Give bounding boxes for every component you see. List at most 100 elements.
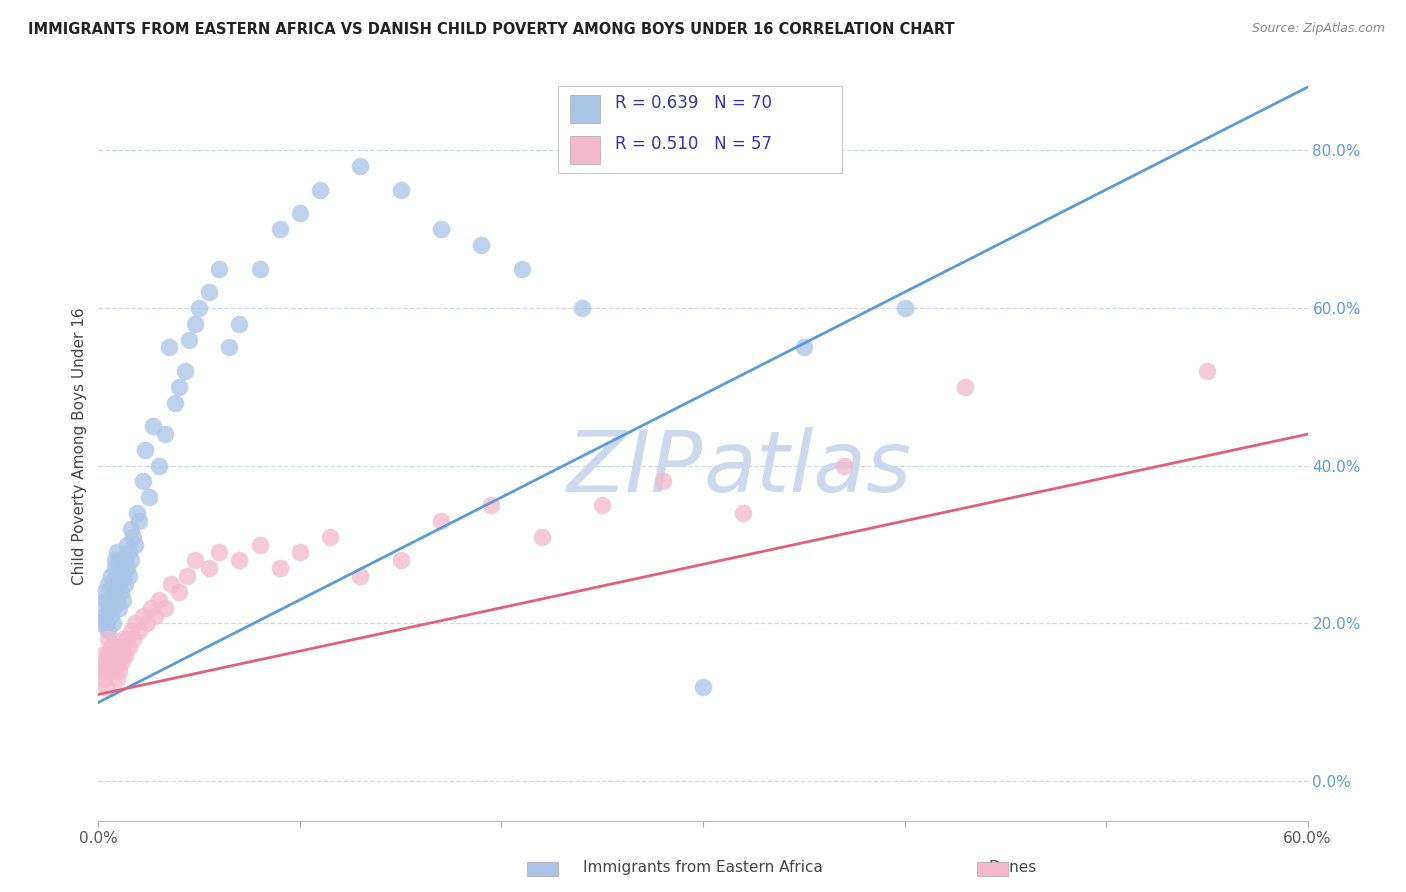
Point [953, 380, 976, 394]
Point [111, 592, 134, 607]
Point [100, 640, 122, 654]
Point [115, 632, 138, 647]
Point [288, 545, 311, 559]
Point [163, 395, 186, 409]
Point [120, 624, 142, 639]
Point [107, 600, 129, 615]
Point [138, 490, 160, 504]
Point [134, 442, 156, 457]
Point [188, 301, 211, 315]
Point [157, 340, 180, 354]
Point [430, 514, 453, 528]
Point [118, 545, 141, 559]
Point [651, 475, 673, 489]
Point [198, 561, 221, 575]
Point [132, 475, 155, 489]
Text: R = 0.510   N = 57: R = 0.510 N = 57 [614, 135, 772, 153]
Point [114, 648, 136, 662]
Point [118, 640, 141, 654]
Point [97, 577, 120, 591]
Text: Immigrants from Eastern Africa: Immigrants from Eastern Africa [583, 860, 823, 874]
Point [143, 608, 166, 623]
Point [148, 458, 170, 473]
Point [107, 577, 129, 591]
Point [91, 600, 114, 615]
Point [591, 498, 613, 512]
Text: R = 0.639   N = 70: R = 0.639 N = 70 [614, 94, 772, 112]
Point [101, 664, 124, 678]
Point [733, 506, 755, 520]
Point [101, 577, 124, 591]
Point [269, 222, 291, 236]
Point [114, 553, 136, 567]
Point [319, 530, 342, 544]
Point [93, 585, 115, 599]
Point [103, 585, 125, 599]
Point [124, 616, 146, 631]
Point [96, 664, 118, 678]
Point [111, 648, 134, 662]
Point [430, 222, 453, 236]
Point [198, 285, 221, 300]
Point [111, 632, 134, 647]
Point [110, 656, 132, 670]
Point [571, 301, 593, 315]
Point [793, 340, 815, 354]
Text: atlas: atlas [703, 427, 911, 510]
Text: ZIP: ZIP [567, 427, 703, 510]
Point [107, 664, 129, 678]
Point [115, 538, 138, 552]
Point [89, 616, 111, 631]
Point [107, 648, 129, 662]
Point [176, 569, 198, 583]
Point [103, 561, 125, 575]
Point [110, 640, 132, 654]
Point [111, 569, 134, 583]
Point [153, 600, 176, 615]
Point [249, 538, 271, 552]
Point [101, 648, 124, 662]
Point [91, 648, 114, 662]
Point [128, 514, 150, 528]
Point [103, 553, 125, 567]
Point [100, 608, 122, 623]
Point [93, 672, 115, 686]
Text: IMMIGRANTS FROM EASTERN AFRICA VS DANISH CHILD POVERTY AMONG BOYS UNDER 16 CORRE: IMMIGRANTS FROM EASTERN AFRICA VS DANISH… [28, 22, 955, 37]
FancyBboxPatch shape [558, 87, 842, 172]
Point [481, 498, 503, 512]
Point [96, 592, 118, 607]
Point [208, 261, 231, 276]
Point [96, 680, 118, 694]
Point [125, 506, 148, 520]
Point [269, 561, 291, 575]
Point [97, 600, 120, 615]
Point [121, 632, 143, 647]
Point [228, 553, 250, 567]
Point [114, 577, 136, 591]
Text: Source: ZipAtlas.com: Source: ZipAtlas.com [1251, 22, 1385, 36]
Point [184, 317, 207, 331]
Point [121, 530, 143, 544]
Point [110, 585, 132, 599]
Point [103, 656, 125, 670]
Point [142, 419, 165, 434]
Point [153, 427, 176, 442]
Point [100, 592, 122, 607]
Point [105, 656, 128, 670]
Point [1195, 364, 1218, 378]
Point [110, 561, 132, 575]
Point [93, 608, 115, 623]
Point [105, 569, 128, 583]
Point [100, 569, 122, 583]
Point [167, 585, 190, 599]
Point [115, 561, 138, 575]
FancyBboxPatch shape [569, 95, 600, 123]
Point [174, 364, 197, 378]
Point [208, 545, 231, 559]
Point [184, 553, 207, 567]
Point [128, 624, 150, 639]
Point [100, 656, 122, 670]
Point [139, 600, 162, 615]
Point [148, 592, 170, 607]
Point [349, 159, 371, 173]
